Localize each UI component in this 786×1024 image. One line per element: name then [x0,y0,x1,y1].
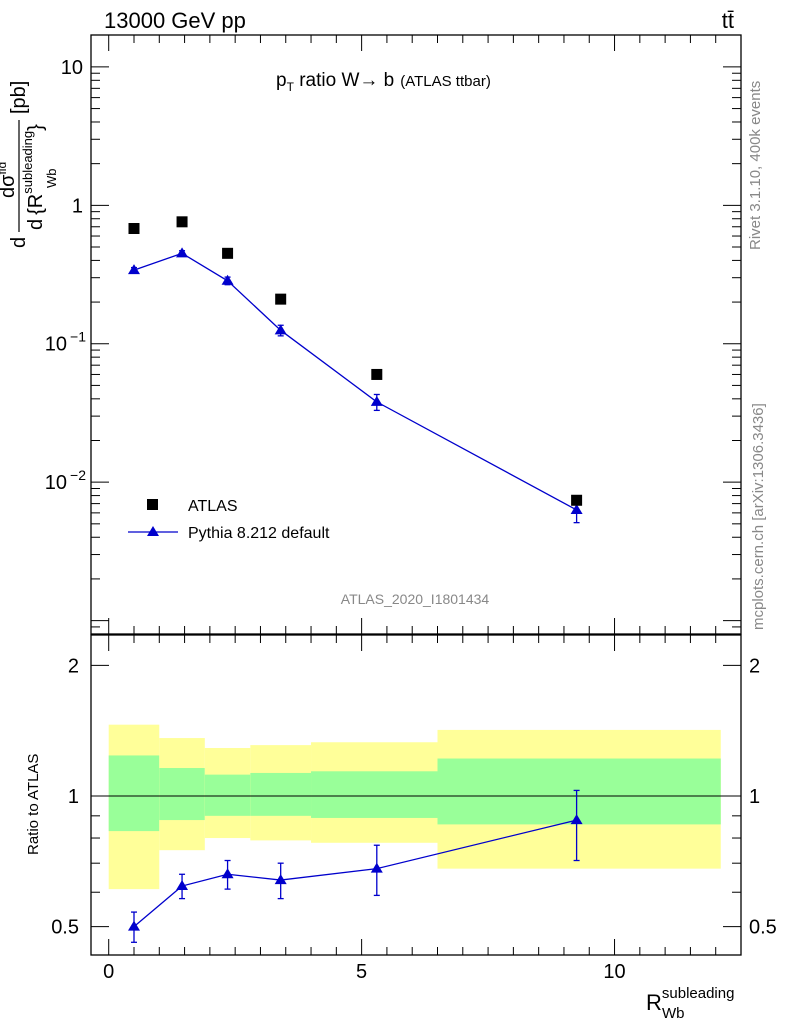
legend-marker-pythia [147,526,159,536]
plot-title-rest: ratio W→ b [294,70,394,91]
header-right: tt̄ [722,8,734,33]
xlabel-R: R [646,990,662,1015]
pythia-point [274,324,287,335]
ratio-point [370,862,383,873]
pythia-point [570,503,583,514]
header-left: 13000 GeV pp [104,8,246,33]
ratio-point [127,920,140,931]
axes-frames [90,34,742,956]
main-y-tick-exp: −2 [70,467,86,483]
main-ylabel: d dσfid d {Rsubleading} Wb [pb] [0,81,59,248]
atlas-point [275,293,287,305]
plot-title-small: (ATLAS ttbar) [400,73,491,90]
ratio-point [221,868,234,879]
ratio-point [176,880,189,891]
ylabel-sigma: dσfid [0,162,19,198]
legend-marker-atlas [147,499,158,510]
pythia-point [176,247,189,258]
ratio-y-tick-label-left: 1 [68,786,79,808]
band-green-3 [250,772,312,816]
atlas-point [176,216,188,228]
ylabel-sigma-text: dσ [0,174,19,198]
ylabel-denom-d: d [25,219,47,230]
atlas-point [128,223,140,235]
ylabel-denom: d {Rsubleading} [20,124,47,230]
band-green-2 [204,774,251,816]
plot-title-sub: T [287,80,295,94]
pythia-point [221,274,234,285]
ratio-y-tick-label-right: 0.5 [749,917,777,939]
band-green-0 [108,755,160,832]
ratio-y-tick-label-right: 1 [749,786,760,808]
legend-label-atlas: ATLAS [188,498,238,515]
ylabel-denom-sub: Wb [44,169,59,189]
main-y-tick-label: 1 [72,195,83,217]
atlas-point [571,494,583,506]
x-tick-label: 10 [603,961,625,983]
main-y-tick-label: 10 [61,57,83,79]
rivet-label: Rivet 3.1.10, 400k events [747,81,764,250]
ratio-series [127,789,583,943]
ratio-y-tick-label-left: 2 [68,655,79,677]
ylabel-denom-R: {R [25,194,47,215]
pythia-point [370,395,383,406]
ratio-y-tick-label-right: 2 [749,655,760,677]
main-frame [90,34,742,635]
band-green-5 [437,758,721,825]
main-y-tick-label: 10 [45,334,67,356]
ylabel-denom-sup: subleading [20,131,35,194]
ratio-ylabel: Ratio to ATLAS [25,754,42,855]
x-axis-label: Rsubleading [646,985,734,1015]
plot-title-p: p [276,70,287,91]
pythia-line [133,252,577,511]
ylabel-d: d [8,237,30,248]
atlas-point [222,247,234,259]
pythia-point [127,264,140,275]
ratio-bands [108,724,721,890]
band-green-1 [159,768,205,821]
ratio-y-tick-label-left: 0.5 [51,917,79,939]
xlabel-sub: Wb [662,1005,685,1022]
ratio-point [570,814,583,825]
atlas-point [371,368,383,380]
x-tick-label: 0 [103,961,114,983]
mcplots-label: mcplots.cern.ch [arXiv:1306.3436] [750,403,767,630]
ylabel-unit: [pb] [8,81,30,114]
analysis-watermark: ATLAS_2020_I1801434 [341,591,490,607]
legend: ATLAS Pythia 8.212 default [128,498,330,542]
ylabel-sigma-sup: fid [0,162,9,175]
main-y-tick-exp: −1 [70,329,86,345]
xlabel-sup: subleading [662,985,735,1002]
main-series [127,216,583,524]
band-green-4 [311,771,438,818]
ratio-point [274,874,287,885]
ylabel-denom-close: } [25,124,47,131]
x-tick-label: 5 [356,961,367,983]
plot-title: pT ratio W→ b (ATLAS ttbar) [276,70,491,94]
main-y-tick-label: 10 [45,472,67,494]
legend-label-pythia: Pythia 8.212 default [188,525,330,542]
ratio-line [133,819,577,928]
ratio-frame [90,634,742,956]
